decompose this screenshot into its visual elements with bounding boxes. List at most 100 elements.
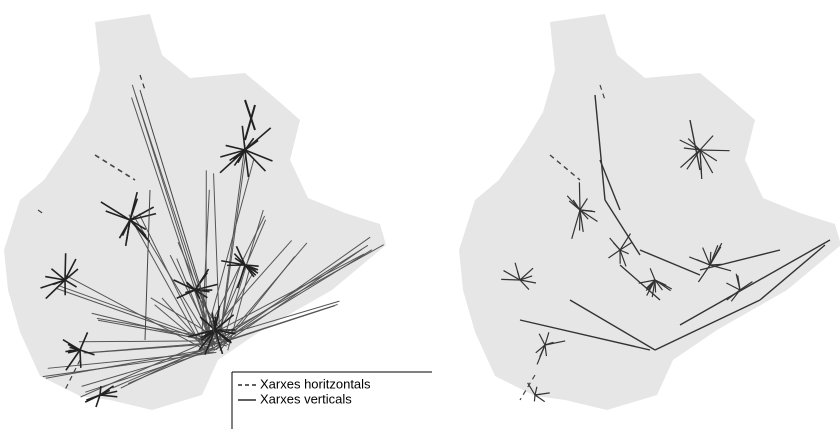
network-link <box>244 127 272 151</box>
network-link <box>654 279 663 291</box>
network-link <box>679 239 831 326</box>
network-link <box>194 289 210 293</box>
network-link <box>699 149 730 152</box>
network-link <box>739 281 753 291</box>
network-link <box>217 249 373 345</box>
network-link <box>201 189 210 344</box>
network-link <box>173 279 196 291</box>
network-link <box>124 219 131 247</box>
network-link <box>699 149 718 162</box>
network-link <box>47 351 214 369</box>
network-link <box>568 200 581 211</box>
network-link <box>737 275 741 291</box>
network-link <box>154 304 206 348</box>
network-link <box>118 219 131 239</box>
network-link <box>219 149 246 174</box>
network-link <box>45 275 66 281</box>
network-link <box>194 272 208 291</box>
network-link <box>129 219 147 237</box>
network-link <box>535 344 546 354</box>
network-link <box>42 351 217 378</box>
network-link <box>519 319 651 351</box>
network-link <box>244 104 256 141</box>
network-link <box>220 149 246 158</box>
network-link <box>99 385 114 396</box>
network-link <box>50 268 66 281</box>
network-link <box>64 359 81 391</box>
network-link <box>128 214 206 353</box>
network-link <box>759 244 826 301</box>
network-link <box>689 119 701 171</box>
network-link <box>62 339 81 351</box>
network-link <box>214 329 232 343</box>
network-link <box>79 349 95 356</box>
network-link <box>198 329 216 351</box>
network-link <box>654 299 761 351</box>
network-link <box>64 268 79 281</box>
network-right <box>501 84 831 403</box>
network-link <box>638 279 656 284</box>
network-link <box>244 264 255 278</box>
legend-label: Xarxes verticals <box>260 391 352 406</box>
network-link <box>201 215 266 344</box>
network-link <box>100 201 131 221</box>
network-link <box>204 159 255 339</box>
network-link <box>241 125 246 151</box>
network-link <box>244 264 256 272</box>
network-link <box>619 241 633 251</box>
network-link <box>519 275 533 281</box>
network-link <box>99 385 102 396</box>
network-link <box>219 144 246 339</box>
network-link <box>726 282 741 291</box>
network-link <box>609 237 621 251</box>
network-link <box>236 264 246 289</box>
network-link <box>244 149 273 162</box>
network-link <box>79 340 205 343</box>
network-link <box>571 209 581 239</box>
network-link <box>702 247 711 266</box>
network-link <box>519 279 530 290</box>
network-link <box>579 209 593 212</box>
network-link <box>519 374 536 401</box>
network-link <box>516 271 521 281</box>
network-link <box>578 182 581 211</box>
network-link <box>244 149 250 178</box>
network-link <box>64 258 77 281</box>
network-link <box>619 264 661 301</box>
network-link <box>91 312 227 347</box>
network-link <box>214 329 236 335</box>
network-link <box>579 209 584 233</box>
network-link <box>533 394 536 402</box>
network-link <box>619 249 629 255</box>
network-link <box>604 199 641 256</box>
network-link <box>709 251 712 266</box>
network-link <box>150 297 230 346</box>
network-link <box>194 289 208 299</box>
network-link <box>683 147 701 151</box>
network-link <box>699 149 714 174</box>
network-link <box>544 341 554 346</box>
network-link <box>544 344 548 357</box>
network-link <box>200 329 216 341</box>
network-link <box>68 349 81 352</box>
network-link <box>169 254 215 344</box>
network-link <box>211 312 216 331</box>
network-link <box>544 332 550 346</box>
network-link <box>594 94 606 201</box>
network-link <box>696 259 711 266</box>
network-link <box>139 74 146 91</box>
network-link <box>139 89 216 336</box>
region-left <box>4 14 386 410</box>
network-link <box>639 249 701 276</box>
legend-label: Xarxes horitzontals <box>260 376 371 391</box>
network-link <box>99 394 118 398</box>
network-link <box>225 144 246 151</box>
network-link <box>699 149 703 175</box>
network-link <box>129 212 157 221</box>
network-link <box>709 246 722 266</box>
network-link <box>519 267 534 281</box>
network-link <box>79 332 89 351</box>
network-link <box>608 249 621 259</box>
network-link <box>221 259 246 266</box>
